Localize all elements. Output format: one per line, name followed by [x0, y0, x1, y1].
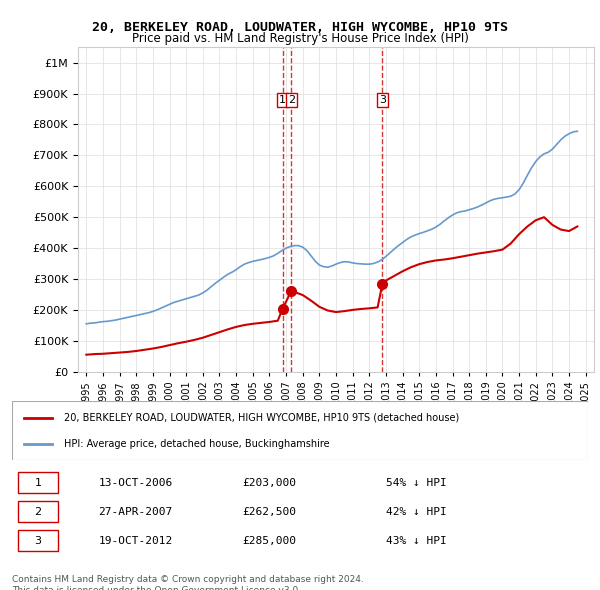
- Text: 43% ↓ HPI: 43% ↓ HPI: [386, 536, 447, 546]
- Text: 19-OCT-2012: 19-OCT-2012: [98, 536, 173, 546]
- Text: 27-APR-2007: 27-APR-2007: [98, 507, 173, 517]
- Text: 13-OCT-2006: 13-OCT-2006: [98, 478, 173, 488]
- FancyBboxPatch shape: [18, 530, 58, 551]
- FancyBboxPatch shape: [18, 502, 58, 522]
- Text: £285,000: £285,000: [242, 536, 296, 546]
- Text: 2: 2: [34, 507, 41, 517]
- Text: 54% ↓ HPI: 54% ↓ HPI: [386, 478, 447, 488]
- Text: 42% ↓ HPI: 42% ↓ HPI: [386, 507, 447, 517]
- Text: 20, BERKELEY ROAD, LOUDWATER, HIGH WYCOMBE, HP10 9TS: 20, BERKELEY ROAD, LOUDWATER, HIGH WYCOM…: [92, 21, 508, 34]
- Text: HPI: Average price, detached house, Buckinghamshire: HPI: Average price, detached house, Buck…: [64, 439, 329, 448]
- Text: £262,500: £262,500: [242, 507, 296, 517]
- Text: Contains HM Land Registry data © Crown copyright and database right 2024.
This d: Contains HM Land Registry data © Crown c…: [12, 575, 364, 590]
- Text: 3: 3: [379, 95, 386, 105]
- Text: 1: 1: [34, 478, 41, 488]
- Text: 20, BERKELEY ROAD, LOUDWATER, HIGH WYCOMBE, HP10 9TS (detached house): 20, BERKELEY ROAD, LOUDWATER, HIGH WYCOM…: [64, 413, 459, 422]
- Text: £203,000: £203,000: [242, 478, 296, 488]
- FancyBboxPatch shape: [12, 401, 588, 460]
- FancyBboxPatch shape: [18, 473, 58, 493]
- Text: 3: 3: [34, 536, 41, 546]
- Text: 1: 1: [279, 95, 286, 105]
- Text: 2: 2: [288, 95, 295, 105]
- Text: Price paid vs. HM Land Registry's House Price Index (HPI): Price paid vs. HM Land Registry's House …: [131, 32, 469, 45]
